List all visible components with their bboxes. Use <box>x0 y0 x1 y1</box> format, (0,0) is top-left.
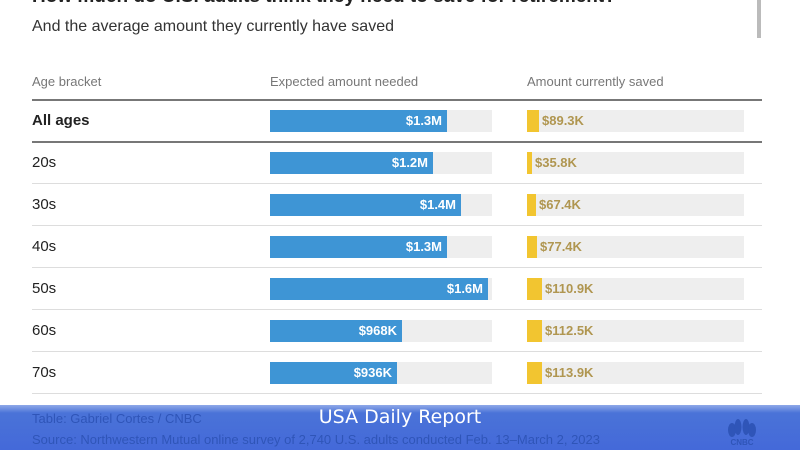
needed-bar: $1.2M <box>270 152 433 174</box>
saved-track: $113.9K <box>527 362 744 384</box>
saved-label: $112.5K <box>545 323 594 338</box>
age-label: 30s <box>32 196 57 213</box>
table-row: 60s $968K $112.5K <box>0 310 800 352</box>
saved-bar <box>527 278 542 300</box>
needed-track: $1.2M <box>270 152 492 174</box>
needed-track: $1.4M <box>270 194 492 216</box>
saved-bar <box>527 362 542 384</box>
saved-track: $67.4K <box>527 194 744 216</box>
saved-bar <box>527 110 539 132</box>
table-row: 20s $1.2M $35.8K <box>0 142 800 184</box>
saved-bar <box>527 194 536 216</box>
needed-bar: $1.4M <box>270 194 461 216</box>
saved-label: $77.4K <box>540 239 582 254</box>
needed-bar: $968K <box>270 320 402 342</box>
row-divider <box>32 351 762 352</box>
age-label: 70s <box>32 364 57 381</box>
source-text: Source: Northwestern Mutual online surve… <box>32 432 600 447</box>
scrollbar[interactable] <box>757 0 761 38</box>
needed-bar: $1.6M <box>270 278 488 300</box>
table-row: 30s $1.4M $67.4K <box>0 184 800 226</box>
all-ages-divider <box>32 141 762 143</box>
row-divider <box>32 393 762 394</box>
chart-subtitle: And the average amount they currently ha… <box>32 18 394 35</box>
row-divider <box>32 225 762 226</box>
row-divider <box>32 267 762 268</box>
age-label: All ages <box>32 112 90 129</box>
saved-label: $35.8K <box>535 155 577 170</box>
table-row: 40s $1.3M $77.4K <box>0 226 800 268</box>
logo-text: CNBC <box>730 438 753 446</box>
credit-text: Table: Gabriel Cortes / CNBC <box>32 411 202 426</box>
saved-track: $35.8K <box>527 152 744 174</box>
saved-track: $112.5K <box>527 320 744 342</box>
needed-track: $936K <box>270 362 492 384</box>
age-label: 40s <box>32 238 57 255</box>
needed-bar: $1.3M <box>270 110 447 132</box>
saved-track: $110.9K <box>527 278 744 300</box>
needed-track: $1.3M <box>270 236 492 258</box>
needed-bar: $1.3M <box>270 236 447 258</box>
age-label: 20s <box>32 154 57 171</box>
age-label: 50s <box>32 280 57 297</box>
column-header-needed: Expected amount needed <box>270 74 419 89</box>
column-header-saved: Amount currently saved <box>527 74 664 89</box>
saved-bar <box>527 320 542 342</box>
table-row: All ages $1.3M $89.3K <box>0 100 800 142</box>
row-divider <box>32 309 762 310</box>
saved-bar <box>527 152 532 174</box>
needed-bar: $936K <box>270 362 397 384</box>
cnbc-peacock-logo: CNBC <box>728 419 756 446</box>
table-row: 50s $1.6M $110.9K <box>0 268 800 310</box>
saved-label: $110.9K <box>545 281 594 296</box>
needed-track: $1.3M <box>270 110 492 132</box>
saved-track: $77.4K <box>527 236 744 258</box>
row-divider <box>32 183 762 184</box>
saved-label: $67.4K <box>539 197 581 212</box>
age-label: 60s <box>32 322 57 339</box>
column-header-age: Age bracket <box>32 74 102 89</box>
saved-label: $113.9K <box>545 365 594 380</box>
chart-title: How much do U.S. adults think they need … <box>32 0 616 8</box>
footer-banner: Table: Gabriel Cortes / CNBC Source: Nor… <box>0 405 800 450</box>
saved-label: $89.3K <box>542 113 584 128</box>
table-row: 70s $936K $113.9K <box>0 352 800 394</box>
header-divider <box>32 99 762 101</box>
needed-track: $1.6M <box>270 278 492 300</box>
saved-track: $89.3K <box>527 110 744 132</box>
overlay-title: USA Daily Report <box>318 406 482 428</box>
saved-bar <box>527 236 537 258</box>
needed-track: $968K <box>270 320 492 342</box>
